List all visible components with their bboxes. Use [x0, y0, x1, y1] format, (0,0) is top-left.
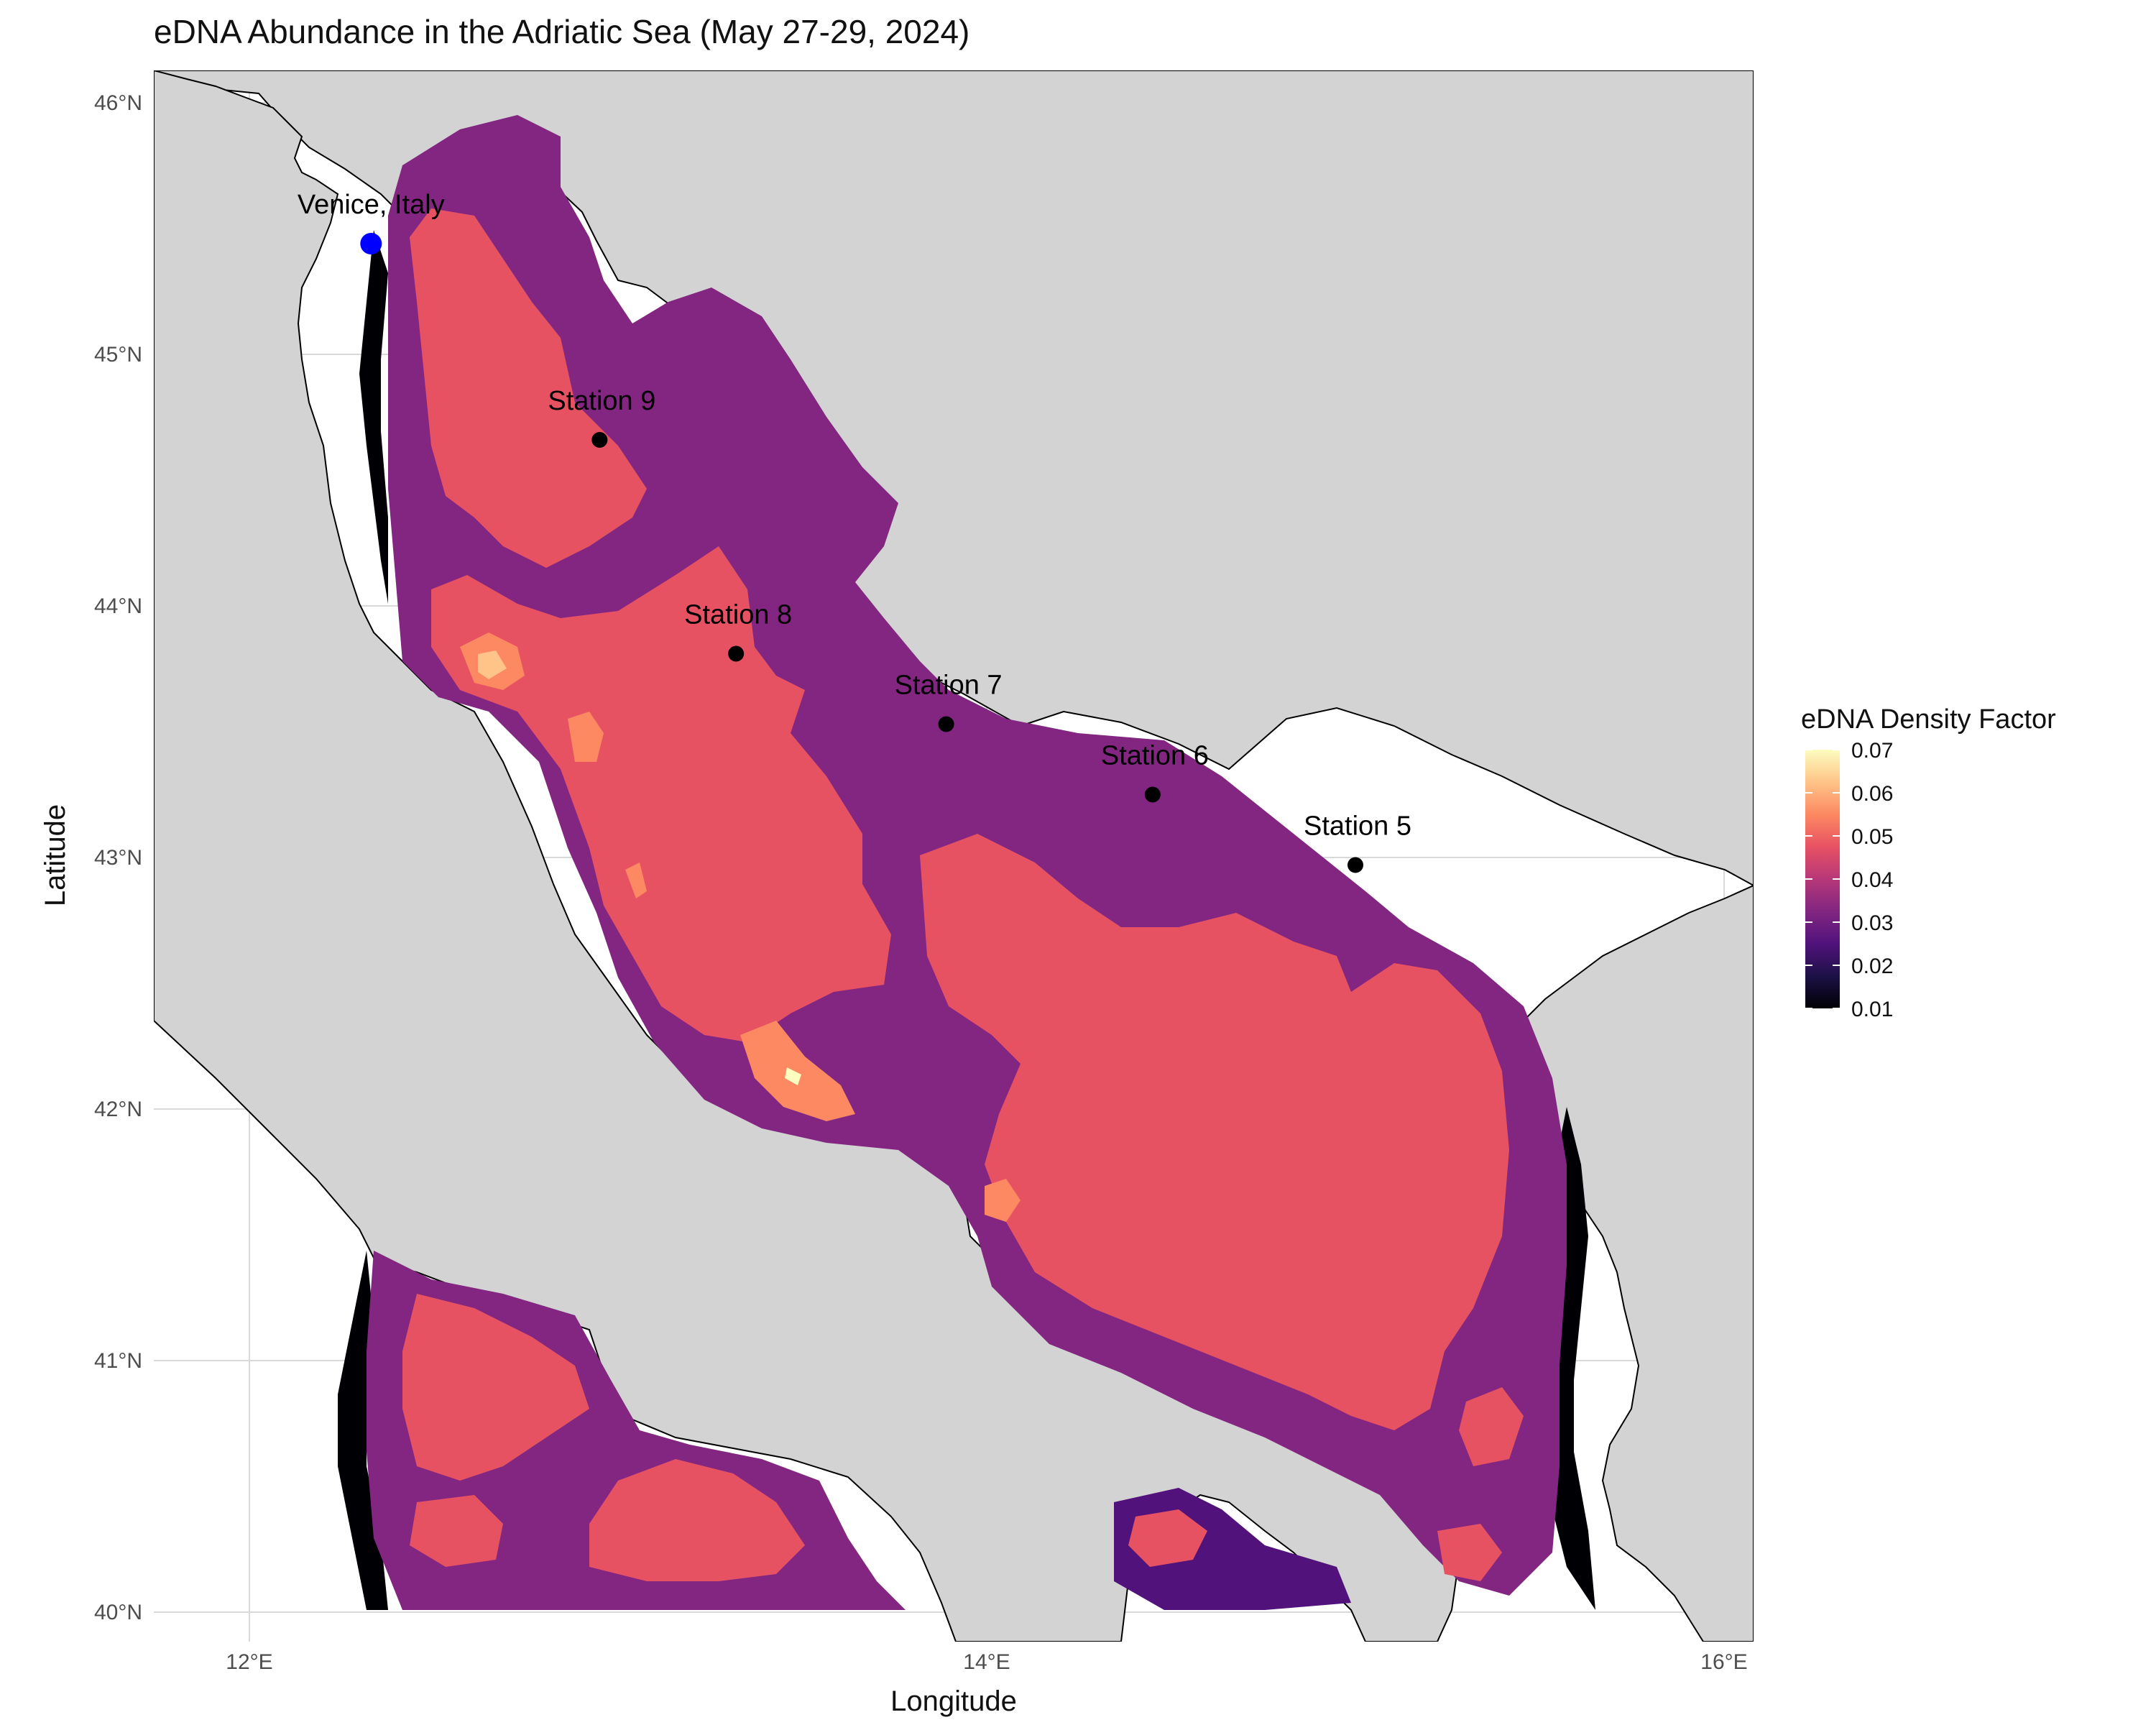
legend-tick-label: 0.04 [1851, 868, 1893, 892]
city-marker: Venice, Italy [298, 190, 445, 254]
edna-band-peak [985, 1179, 1021, 1222]
stations-layer: Station 9 Station 8 Station 7 Station 6 Stat… [548, 386, 2093, 1125]
station-point [1348, 857, 1363, 873]
y-tick-label: 43°N [94, 846, 142, 870]
y-tick-label: 44°N [94, 594, 142, 618]
x-tick-label: 12°E [226, 1650, 272, 1674]
edna-band-max [478, 650, 507, 679]
station-label: Station 5 [1304, 811, 1411, 842]
legend: eDNA Density Factor 0.07 0.06 0.05 0.04 0.03… [1801, 704, 2056, 1021]
station-marker: Station 9 [548, 386, 655, 448]
edna-field [338, 115, 1595, 1610]
station-label: Station 4 [1986, 1063, 2093, 1093]
station-marker: Station 7 [895, 671, 1003, 732]
edna-band-high [1128, 1509, 1207, 1567]
x-axis-title: Longitude [890, 1685, 1017, 1717]
chart-title: eDNA Abundance in the Adriatic Sea (May … [154, 13, 969, 50]
y-tick-label: 45°N [94, 343, 142, 367]
map-panel: Station 9 Station 8 Station 7 Station 6 Stat… [154, 70, 2093, 1642]
x-tick-label: 16°E [1700, 1650, 1747, 1674]
station-point [938, 716, 954, 732]
edna-band-high [589, 1459, 805, 1581]
station-marker: Station 4 [1986, 1063, 2093, 1125]
station-marker: Station 5 [1304, 811, 1411, 873]
x-tick-label: 14°E [963, 1650, 1010, 1674]
edna-band-high [1437, 1524, 1502, 1581]
edna-band-high [410, 208, 647, 568]
edna-band-high [410, 1495, 503, 1567]
station-label: Station 6 [1101, 741, 1209, 771]
y-tick-label: 46°N [94, 91, 142, 115]
legend-tick-label: 0.02 [1851, 954, 1893, 978]
station-point [2030, 1109, 2045, 1125]
station-label: Station 8 [684, 600, 792, 630]
station-point [591, 432, 608, 448]
station-marker: Station 6 [1101, 741, 1209, 803]
legend-tick-label: 0.05 [1851, 825, 1893, 849]
legend-tick-label: 0.01 [1851, 998, 1893, 1021]
station-label: Station 9 [548, 386, 655, 416]
legend-tick-label: 0.06 [1851, 782, 1893, 806]
x-axis-ticks: 12°E14°E16°E18°E20°E [226, 1650, 1747, 1674]
y-tick-label: 42°N [94, 1098, 142, 1121]
edna-band-high [920, 834, 1509, 1430]
station-point [1144, 786, 1161, 803]
edna-band-high [402, 1294, 589, 1481]
legend-tick-label: 0.07 [1851, 739, 1893, 763]
y-axis-title: Latitude [40, 804, 71, 906]
city-label: Venice, Italy [298, 190, 445, 220]
y-tick-label: 41°N [94, 1349, 142, 1373]
edna-band-high [431, 546, 891, 1042]
y-axis-ticks: 40°N 41°N 42°N 43°N 44°N 45°N 46°N [94, 91, 142, 1624]
edna-band-high [1459, 1387, 1524, 1466]
edna-band-low [359, 230, 388, 604]
legend-tick-label: 0.03 [1851, 911, 1893, 935]
legend-ticks: 0.07 0.06 0.05 0.04 0.03 0.02 0.01 [1805, 739, 1893, 1021]
cities-layer: Venice, ItalyVlore, Albania [298, 190, 445, 254]
landmass-albania [1522, 884, 1754, 1642]
y-tick-label: 40°N [94, 1601, 142, 1624]
edna-band-peak [625, 862, 647, 898]
city-point [360, 233, 382, 254]
legend-title: eDNA Density Factor [1801, 704, 2056, 735]
station-marker: Station 8 [684, 600, 792, 662]
edna-band-peak [568, 712, 604, 762]
edna-band-max [785, 1067, 801, 1085]
station-point [728, 645, 745, 662]
station-label: Station 7 [895, 671, 1003, 701]
edna-band-peak [740, 1021, 855, 1121]
